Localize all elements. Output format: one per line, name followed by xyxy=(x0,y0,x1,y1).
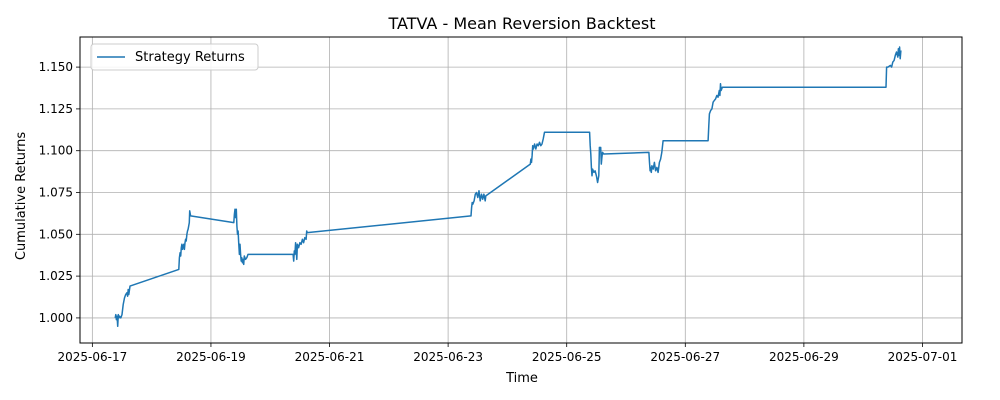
legend: Strategy Returns xyxy=(90,43,259,71)
plot-frame xyxy=(79,36,963,344)
x-axis: 2025-06-17 2025-06-19 2025-06-21 2025-06-23… xyxy=(57,343,957,364)
y-tick-label: 1.075 xyxy=(39,186,73,200)
y-tick-label: 1.125 xyxy=(39,102,73,116)
x-tick-label: 2025-06-29 xyxy=(769,350,839,364)
y-tick-label: 1.025 xyxy=(39,269,73,283)
x-tick-label: 2025-07-01 xyxy=(888,350,958,364)
y-tick-label: 1.050 xyxy=(39,227,73,241)
x-axis-label: Time xyxy=(505,371,538,386)
y-tick-label: 1.000 xyxy=(39,311,73,325)
x-tick-label: 2025-06-17 xyxy=(57,350,127,364)
y-tick-label: 1.100 xyxy=(39,144,73,158)
x-tick-label: 2025-06-21 xyxy=(295,350,365,364)
y-axis: 1.000 1.025 1.050 1.075 1.100 1.125 1.150 xyxy=(39,60,80,325)
chart-title: TATVA - Mean Reversion Backtest xyxy=(388,14,656,33)
series-layer xyxy=(114,46,902,328)
x-tick-label: 2025-06-23 xyxy=(413,350,483,364)
x-tick-label: 2025-06-25 xyxy=(532,350,602,364)
y-axis-label: Cumulative Returns xyxy=(14,132,29,260)
y-tick-label: 1.150 xyxy=(39,60,73,74)
legend-label: Strategy Returns xyxy=(135,50,245,65)
legend-box xyxy=(90,43,259,71)
x-tick-label: 2025-06-19 xyxy=(176,350,246,364)
grid xyxy=(80,37,962,343)
x-tick-label: 2025-06-27 xyxy=(650,350,720,364)
series-line xyxy=(114,46,902,328)
